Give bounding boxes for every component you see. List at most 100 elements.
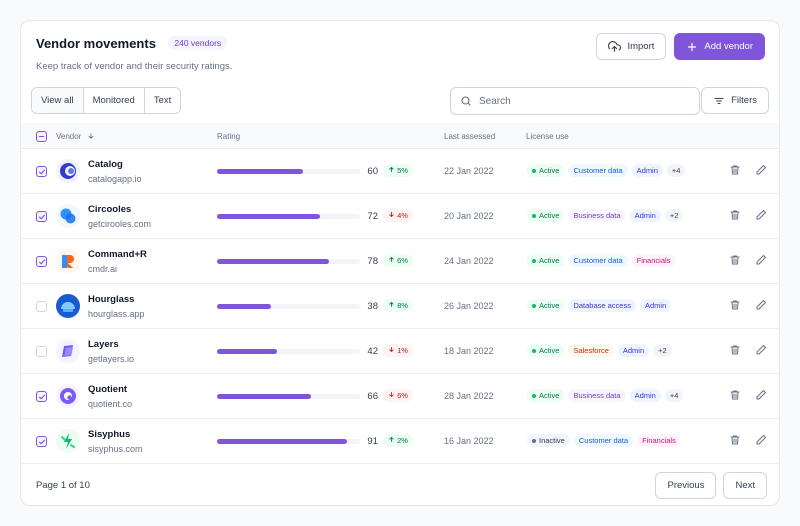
arrow-up-icon (389, 166, 394, 172)
trash-icon[interactable] (729, 434, 741, 446)
previous-button[interactable]: Previous (655, 472, 717, 499)
rating-delta: 6% (397, 256, 408, 265)
view-tabs: View all Monitored Text (31, 87, 182, 114)
tag-label: +2 (658, 346, 667, 355)
tag-label: +2 (669, 211, 679, 220)
trash-icon[interactable] (729, 299, 741, 311)
column-last-assessed: Last assessed (444, 132, 496, 141)
rating-delta: 8% (397, 301, 408, 310)
license-tag: Customer data (568, 164, 628, 177)
rating-delta-badge: 5% (383, 164, 413, 177)
edit-icon[interactable] (755, 209, 767, 221)
tag-label: Admin (634, 391, 656, 400)
rating-delta: 6% (397, 391, 408, 400)
search-box (450, 87, 700, 115)
next-button[interactable]: Next (723, 472, 767, 499)
edit-icon[interactable] (755, 389, 767, 401)
rating-delta: 2% (397, 436, 408, 445)
license-tags: Inactive Customer data Financials (527, 434, 681, 447)
status-badge: Inactive (527, 434, 570, 447)
row-checkbox[interactable] (36, 166, 47, 177)
tab-monitored[interactable]: Monitored (84, 88, 145, 113)
row-checkbox[interactable] (36, 211, 47, 222)
trash-icon[interactable] (729, 164, 741, 176)
vendor-rows: Catalog catalogapp.io 60 5% 22 Jan 2022 Acti… (21, 149, 779, 464)
status-badge: Active (527, 389, 565, 402)
edit-icon[interactable] (755, 254, 767, 266)
column-vendor-label: Vendor (56, 132, 82, 141)
rating-delta-badge: 1% (383, 344, 413, 357)
vendor-domain: sisyphus.com (88, 444, 143, 454)
tag-label: Admin (634, 211, 656, 220)
rating-bar-fill (217, 169, 303, 174)
tag-label: Database access (573, 301, 631, 310)
license-tags: Active Business data Admin +2 (527, 209, 684, 222)
rating-bar (217, 394, 360, 399)
last-assessed-date: 24 Jan 2022 (444, 256, 494, 266)
filters-button[interactable]: Filters (701, 87, 769, 114)
trash-icon[interactable] (729, 209, 741, 221)
edit-icon[interactable] (755, 164, 767, 176)
tab-text[interactable]: Text (153, 95, 172, 106)
vendor-name: Layers (88, 339, 119, 350)
vendor-name: Circooles (88, 204, 132, 215)
status-dot (532, 348, 536, 353)
rating-bar-fill (217, 304, 272, 309)
row-checkbox[interactable] (36, 436, 47, 447)
rating-bar-fill (217, 394, 312, 399)
tab-view-all[interactable]: View all (32, 88, 84, 113)
license-tag: Business data (568, 209, 626, 222)
arrow-down-icon (88, 133, 93, 139)
rating-delta: 5% (397, 166, 408, 175)
last-assessed-date: 26 Jan 2022 (444, 301, 494, 311)
layers-logo (56, 339, 80, 363)
license-tag: Customer data (573, 434, 634, 447)
rating-value: 91 (367, 436, 378, 447)
search-input[interactable] (479, 95, 679, 107)
edit-icon[interactable] (755, 344, 767, 356)
check-icon (38, 214, 45, 219)
last-assessed-date: 16 Jan 2022 (444, 436, 494, 446)
status-badge: Active (527, 164, 565, 177)
edit-icon[interactable] (755, 434, 767, 446)
vendor-name: Sisyphus (88, 429, 131, 440)
vendor-domain: cmdr.ai (88, 264, 118, 274)
status-badge: Active (527, 254, 565, 267)
trash-icon[interactable] (729, 344, 741, 356)
license-tag: Financials (637, 434, 681, 447)
add-vendor-button[interactable]: Add vendor (674, 33, 765, 60)
trash-icon[interactable] (729, 389, 741, 401)
rating-value: 72 (367, 211, 378, 222)
row-checkbox[interactable] (36, 256, 47, 267)
catalog-logo (56, 159, 80, 183)
license-tags: Active Business data Admin +4 (527, 389, 684, 402)
trash-icon[interactable] (729, 254, 741, 266)
row-checkbox[interactable] (36, 391, 47, 402)
row-checkbox[interactable] (36, 301, 47, 312)
status-dot (532, 213, 536, 218)
arrow-down-icon (389, 392, 394, 398)
tag-label: Active (539, 391, 560, 400)
rating-bar-fill (217, 214, 320, 219)
license-tag: Financials (631, 254, 676, 267)
rating-bar-fill (217, 259, 329, 264)
table-row: Quotient quotient.co 66 6% 28 Jan 2022 Activ… (21, 374, 779, 419)
check-icon (38, 169, 45, 174)
last-assessed-date: 22 Jan 2022 (444, 166, 494, 176)
table-row: Layers getlayers.io 42 1% 18 Jan 2022 Active… (21, 329, 779, 374)
add-vendor-label: Add vendor (704, 41, 753, 52)
edit-icon[interactable] (755, 299, 767, 311)
rating-delta-badge: 2% (383, 434, 413, 447)
column-vendor[interactable]: Vendor (56, 132, 95, 141)
row-checkbox[interactable] (36, 346, 47, 357)
license-tag: Database access (568, 299, 636, 312)
tag-label: Active (539, 211, 560, 220)
quotient-logo (56, 384, 80, 408)
filters-label: Filters (731, 95, 757, 106)
select-all-checkbox[interactable] (36, 131, 47, 142)
license-tag: Customer data (568, 254, 628, 267)
license-tag: Admin (631, 164, 663, 177)
tag-label: Business data (573, 391, 621, 400)
pagination: Previous Next (655, 472, 767, 499)
import-button[interactable]: Import (596, 33, 667, 60)
